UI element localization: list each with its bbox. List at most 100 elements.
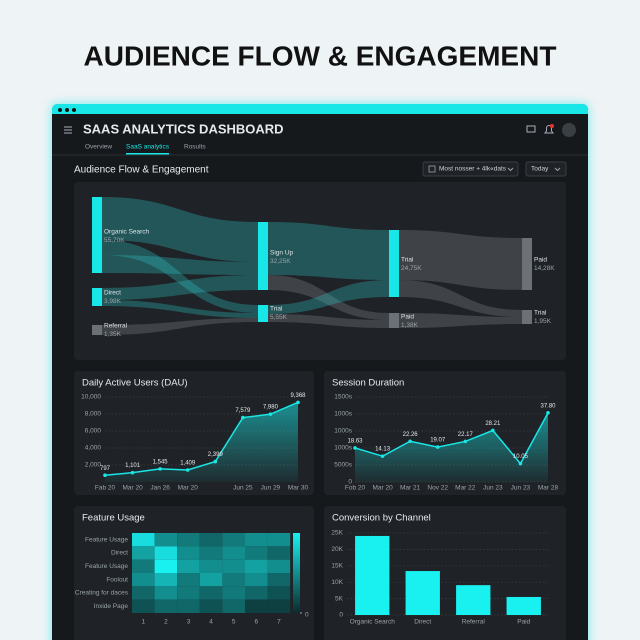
node-value: 14,28K xyxy=(534,265,555,272)
y-axis-label: 1500s xyxy=(334,394,352,401)
area xyxy=(355,412,548,482)
heat-cell xyxy=(177,586,200,600)
node-value: 1,35K xyxy=(104,331,122,338)
value-label: 9,368 xyxy=(290,393,306,399)
colorbar xyxy=(293,533,300,613)
node-label: Paid xyxy=(401,314,414,321)
point xyxy=(435,445,440,449)
point xyxy=(408,439,412,444)
sankey-link xyxy=(102,318,258,335)
value-label: 18.63 xyxy=(347,438,363,444)
window-dot xyxy=(58,108,62,112)
x-tick-label: 3 xyxy=(187,619,191,626)
point xyxy=(296,400,300,405)
sankey-link xyxy=(268,314,389,328)
heat-cell xyxy=(222,586,245,600)
x-tick-label: Organic Search xyxy=(350,619,396,626)
filter-text: Most nosser + 4lk«dats xyxy=(439,166,507,173)
heat-cell xyxy=(245,546,268,560)
chevron xyxy=(507,167,514,172)
heat-cell xyxy=(199,533,223,547)
sankey-node xyxy=(522,310,532,324)
sankey-link xyxy=(268,275,389,320)
app-title: SAAS ANALYTICS DASHBOARD xyxy=(83,121,284,136)
heat-cell xyxy=(267,599,291,613)
node-label: Organic Search xyxy=(104,229,150,236)
sankey-node xyxy=(258,222,268,290)
sankey-link xyxy=(399,230,522,290)
heat-cell xyxy=(177,573,200,587)
point xyxy=(185,468,190,472)
chart-title: Conversion by Channel xyxy=(332,513,431,524)
window-bar xyxy=(52,104,588,114)
row-label: Feature Usage xyxy=(85,563,128,570)
heat-cell xyxy=(177,599,200,613)
x-tick-label: Mar 20 xyxy=(372,485,393,492)
bar xyxy=(456,585,491,615)
node-value: 1,95K xyxy=(534,318,552,325)
heat-cell xyxy=(132,559,155,573)
heat-cell xyxy=(222,573,245,587)
x-tick-label: 6 xyxy=(254,619,258,626)
heat-cell xyxy=(222,599,245,613)
sankey-link xyxy=(268,280,389,314)
range-dropdown[interactable] xyxy=(525,161,567,177)
value-label: 7,579 xyxy=(235,408,251,414)
panel xyxy=(74,182,566,360)
x-tick-label: Jun 29 xyxy=(261,485,281,492)
value-label: 7,980 xyxy=(263,405,279,411)
chart-title: Session Duration xyxy=(332,378,404,389)
window-dot xyxy=(65,108,69,112)
y-tick-label: 20K xyxy=(331,546,343,553)
value-label: 19.07 xyxy=(430,438,446,444)
point xyxy=(130,470,135,475)
heat-cell xyxy=(154,573,178,587)
x-tick-label: 2 xyxy=(164,619,168,626)
y-tick-label: 8,000 xyxy=(85,411,102,418)
heat-cell xyxy=(267,533,291,547)
sankey-node xyxy=(92,288,102,306)
mail-icon[interactable] xyxy=(526,125,536,133)
node-value: 5,55K xyxy=(270,314,288,321)
y-tick-label: 25K xyxy=(331,530,343,537)
x-tick-label: Mar 21 xyxy=(400,485,421,492)
heat-cell xyxy=(154,599,178,613)
point xyxy=(268,412,273,416)
y-tick-label: 15K xyxy=(331,563,343,570)
sankey-node xyxy=(522,238,532,290)
point xyxy=(158,467,162,471)
row-label: Creating for daces xyxy=(75,590,129,597)
range-text: Today xyxy=(531,166,549,173)
heat-cell xyxy=(267,546,291,560)
heat-cell xyxy=(177,559,200,573)
y-tick-label: 0 xyxy=(339,612,343,619)
point xyxy=(491,428,495,433)
y-axis-label: 1000s xyxy=(334,428,352,435)
sankey-link xyxy=(268,222,389,280)
value-label: 22.17 xyxy=(458,432,474,438)
node-value: 3,98K xyxy=(104,298,122,305)
menu-icon[interactable] xyxy=(64,126,72,134)
value-label: 37.80 xyxy=(540,403,556,409)
avatar[interactable] xyxy=(562,123,576,137)
sankey-node xyxy=(389,313,399,328)
point xyxy=(213,459,218,464)
heat-cell xyxy=(132,586,155,600)
node-label: Trial xyxy=(401,257,414,264)
heat-cell xyxy=(245,599,268,613)
x-tick-label: Mar 22 xyxy=(455,485,476,492)
tab[interactable]: SaaS analytics xyxy=(126,144,170,151)
x-tick-label: Jun 23 xyxy=(511,485,531,492)
point xyxy=(353,446,357,450)
tab[interactable]: Overview xyxy=(85,144,112,151)
tab[interactable]: Rosults xyxy=(184,144,206,151)
filter-dropdown[interactable] xyxy=(422,161,519,177)
sankey-node xyxy=(258,305,268,322)
sankey-link xyxy=(399,280,522,317)
heat-cell xyxy=(199,546,223,560)
bell-icon[interactable] xyxy=(544,125,554,134)
heat-cell xyxy=(199,599,223,613)
bar xyxy=(355,535,390,615)
heat-cell xyxy=(154,559,178,573)
